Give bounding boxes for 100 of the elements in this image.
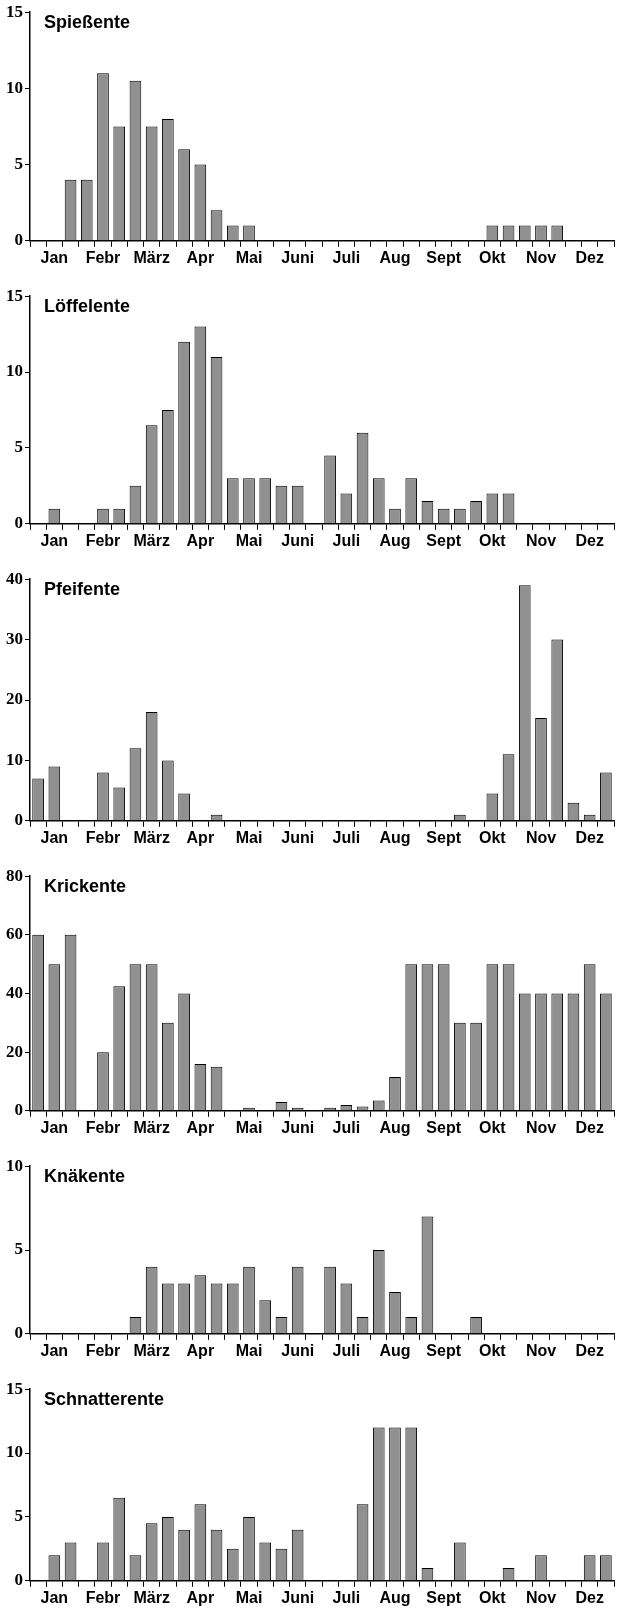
- y-tick-label: 0: [14, 513, 23, 533]
- x-tick-label: Apr: [186, 828, 215, 846]
- y-tick-label: 0: [14, 1570, 23, 1590]
- chart-title: Krickente: [44, 876, 127, 897]
- x-tick-label: Sept: [426, 531, 462, 549]
- x-tick-label: Apr: [186, 1588, 215, 1606]
- x-tick-label: Dez: [575, 248, 604, 266]
- y-tick-label: 10: [6, 77, 23, 97]
- x-tick-label: Febr: [85, 248, 121, 266]
- x-tick-label: Mai: [235, 1588, 263, 1606]
- y-tick-label: 40: [6, 568, 23, 588]
- y-tick-label: 30: [6, 628, 23, 648]
- y-tick-label: 10: [6, 1442, 23, 1462]
- x-tick-label: Aug: [379, 1341, 411, 1359]
- y-tick-label: 5: [14, 153, 23, 173]
- x-tick-label: Okt: [479, 531, 507, 549]
- y-tick-label: 15: [6, 285, 23, 305]
- x-tick-label: Okt: [479, 1588, 507, 1606]
- x-tick-label: Mai: [235, 1341, 263, 1359]
- x-tick-label: Juli: [332, 248, 361, 266]
- x-tick-label: März: [133, 828, 170, 846]
- chart-title: Spießente: [44, 12, 131, 33]
- y-tick-label: 10: [6, 361, 23, 381]
- x-tick-label: Nov: [525, 1118, 557, 1136]
- x-tick-label: Juli: [332, 1341, 361, 1359]
- x-tick-label: Juni: [281, 1588, 315, 1606]
- x-tick-label: Mai: [235, 248, 263, 266]
- x-tick-label: Aug: [379, 248, 411, 266]
- x-tick-label: Sept: [426, 828, 462, 846]
- x-tick-label: Juni: [281, 828, 315, 846]
- y-tick-label: 0: [14, 230, 23, 250]
- x-tick-label: März: [133, 1341, 170, 1359]
- y-tick-label: 5: [14, 437, 23, 457]
- x-tick-label: Apr: [186, 531, 215, 549]
- x-tick-label: März: [133, 1588, 170, 1606]
- x-tick-label: Sept: [426, 248, 462, 266]
- x-tick-label: Okt: [479, 1118, 507, 1136]
- y-tick-label: 0: [14, 1100, 23, 1120]
- y-tick-label: 5: [14, 1506, 23, 1526]
- x-tick-label: März: [133, 248, 170, 266]
- x-tick-label: Nov: [525, 531, 557, 549]
- y-tick-label: 10: [6, 749, 23, 769]
- x-tick-label: Sept: [426, 1341, 462, 1359]
- y-tick-label: 15: [6, 1378, 23, 1398]
- x-tick-label: Dez: [575, 1118, 604, 1136]
- y-tick-label: 20: [6, 1041, 23, 1061]
- x-tick-label: Dez: [575, 1341, 604, 1359]
- x-tick-label: Aug: [379, 1588, 411, 1606]
- x-tick-label: Febr: [85, 828, 121, 846]
- x-tick-label: Jan: [40, 248, 69, 266]
- x-tick-label: Sept: [426, 1588, 462, 1606]
- y-tick-label: 10: [6, 1155, 23, 1175]
- x-tick-label: Jan: [40, 1341, 69, 1359]
- y-tick-label: 20: [6, 689, 23, 709]
- x-tick-label: Juli: [332, 1588, 361, 1606]
- x-tick-label: Nov: [525, 248, 557, 266]
- x-tick-label: Febr: [85, 531, 121, 549]
- x-tick-label: Jan: [40, 1118, 69, 1136]
- x-tick-label: Okt: [479, 248, 507, 266]
- x-tick-label: Apr: [186, 1118, 215, 1136]
- x-tick-label: Aug: [379, 531, 411, 549]
- chart-title: Löffelente: [44, 296, 131, 317]
- y-tick-label: 0: [14, 1323, 23, 1343]
- x-tick-label: Apr: [186, 248, 215, 266]
- x-tick-label: Juni: [281, 1341, 315, 1359]
- y-tick-label: 60: [6, 924, 23, 944]
- x-tick-label: Apr: [186, 1341, 215, 1359]
- y-tick-label: 0: [14, 810, 23, 830]
- x-tick-label: Nov: [525, 828, 557, 846]
- x-tick-label: Aug: [379, 1118, 411, 1136]
- x-tick-label: Mai: [235, 1118, 263, 1136]
- x-tick-label: Nov: [525, 1588, 557, 1606]
- x-tick-label: März: [133, 1118, 170, 1136]
- x-tick-label: Juni: [281, 248, 315, 266]
- x-tick-label: Juni: [281, 531, 315, 549]
- x-tick-label: Febr: [85, 1118, 121, 1136]
- y-tick-label: 15: [6, 1, 23, 21]
- x-tick-label: Dez: [575, 828, 604, 846]
- y-tick-label: 80: [6, 865, 23, 885]
- x-tick-label: Jan: [40, 1588, 69, 1606]
- x-tick-label: Sept: [426, 1118, 462, 1136]
- x-tick-label: Febr: [85, 1588, 121, 1606]
- x-tick-label: Mai: [235, 828, 263, 846]
- x-tick-label: Jan: [40, 531, 69, 549]
- x-tick-label: Juli: [332, 531, 361, 549]
- x-tick-label: Okt: [479, 828, 507, 846]
- x-tick-label: Aug: [379, 828, 411, 846]
- x-tick-label: Febr: [85, 1341, 121, 1359]
- chart-title: Pfeifente: [44, 579, 121, 600]
- y-tick-label: 5: [14, 1239, 23, 1259]
- x-tick-label: Jan: [40, 828, 69, 846]
- x-tick-label: Okt: [479, 1341, 507, 1359]
- x-tick-label: Nov: [525, 1341, 557, 1359]
- x-tick-label: Mai: [235, 531, 263, 549]
- x-tick-label: Juni: [281, 1118, 315, 1136]
- chart-title: Schnatterente: [44, 1389, 165, 1410]
- y-tick-label: 40: [6, 982, 23, 1002]
- x-tick-label: Juli: [332, 1118, 361, 1136]
- x-tick-label: Dez: [575, 1588, 604, 1606]
- x-tick-label: Juli: [332, 828, 361, 846]
